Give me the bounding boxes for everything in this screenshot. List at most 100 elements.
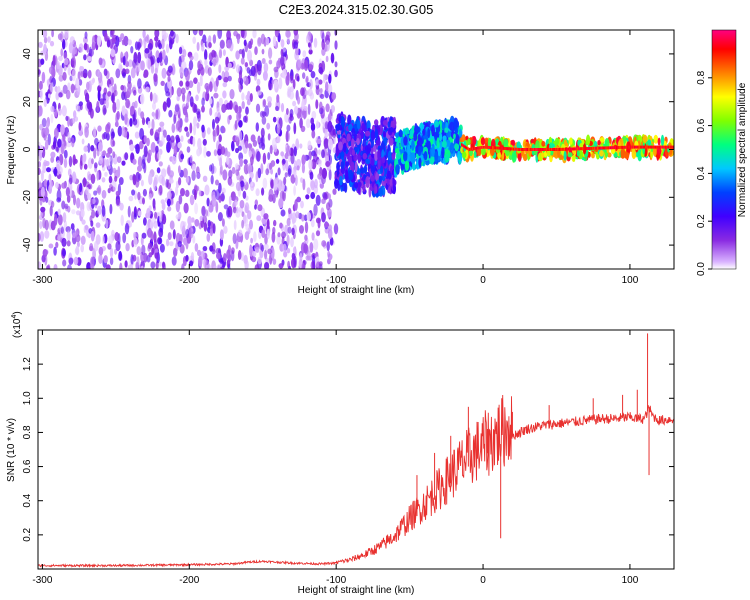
- heatmap-cell: [254, 46, 258, 56]
- heatmap-cell: [201, 205, 206, 217]
- heatmap-cell: [257, 64, 262, 76]
- heatmap-cell: [278, 77, 283, 90]
- heatmap-cell: [310, 260, 315, 269]
- heatmap-cell: [165, 43, 170, 54]
- heatmap-cell: [191, 217, 195, 223]
- heatmap-cell: [38, 232, 41, 242]
- heatmap-cell: [172, 229, 176, 240]
- y-tick-label: 0: [22, 146, 33, 152]
- heatmap-cell: [238, 70, 243, 81]
- heatmap-cell: [427, 127, 431, 139]
- heatmap-cell: [87, 56, 92, 62]
- heatmap-cell: [198, 189, 202, 197]
- heatmap-cell: [142, 197, 145, 205]
- heatmap-ridge-cell: [640, 145, 642, 149]
- heatmap-cell: [189, 155, 193, 164]
- heatmap-cell: [202, 215, 208, 225]
- heatmap-cell: [306, 211, 311, 222]
- heatmap-cell: [152, 92, 157, 104]
- heatmap-cell: [125, 243, 130, 252]
- heatmap-cell: [142, 154, 146, 165]
- heatmap-ridge-cell: [659, 145, 661, 149]
- heatmap-cell: [318, 67, 324, 74]
- heatmap-cell: [120, 84, 125, 91]
- heatmap-cell: [238, 120, 243, 128]
- heatmap-cell: [286, 217, 291, 227]
- heatmap-cell: [110, 30, 115, 36]
- heatmap-cell: [404, 159, 410, 171]
- heatmap-cell: [202, 175, 208, 182]
- heatmap-ridge-cell: [590, 146, 592, 150]
- heatmap-cell: [586, 134, 591, 146]
- heatmap-ridge-cell: [656, 145, 658, 149]
- heatmap-cell: [124, 223, 130, 235]
- heatmap-cell: [253, 231, 257, 243]
- heatmap-cell: [315, 261, 321, 269]
- heatmap-cell: [268, 47, 273, 59]
- heatmap-cell: [121, 105, 126, 116]
- heatmap-cell: [642, 142, 646, 155]
- heatmap-ridge-cell: [526, 148, 528, 151]
- heatmap-cell: [166, 191, 172, 200]
- heatmap-cell: [158, 210, 163, 223]
- heatmap-ridge-cell: [528, 148, 531, 151]
- heatmap-cell: [178, 55, 182, 68]
- heatmap-cell: [50, 151, 56, 158]
- heatmap-cell: [262, 70, 268, 81]
- heatmap-cell: [98, 57, 103, 66]
- heatmap-cell: [392, 179, 397, 186]
- heatmap-cell: [162, 49, 166, 60]
- heatmap-cell: [101, 177, 106, 183]
- heatmap-cell: [233, 219, 237, 231]
- colorbar-tick-label: 0.0: [696, 262, 707, 276]
- heatmap-ridge-cell: [644, 145, 646, 149]
- heatmap-cell: [201, 105, 205, 113]
- heatmap-ridge-cell: [662, 145, 664, 149]
- heatmap-cell: [249, 93, 253, 102]
- heatmap-cell: [360, 167, 365, 174]
- heatmap-cell: [134, 131, 140, 139]
- heatmap-cell: [272, 178, 278, 191]
- heatmap-cell: [304, 221, 309, 234]
- heatmap-cell: [517, 151, 522, 162]
- heatmap-cell: [218, 182, 222, 194]
- heatmap-ridge-cell: [537, 148, 539, 151]
- heatmap-ridge-cell: [663, 145, 665, 149]
- heatmap-cell: [222, 49, 226, 56]
- heatmap-cell: [50, 105, 55, 113]
- heatmap-ridge-cell: [633, 145, 635, 149]
- heatmap-cell: [114, 248, 118, 255]
- heatmap-cell: [374, 150, 378, 162]
- heatmap-cell: [210, 163, 215, 175]
- heatmap-ridge-cell: [611, 146, 613, 150]
- heatmap-cell: [419, 137, 423, 147]
- heatmap-cell: [228, 114, 232, 121]
- heatmap-cell: [121, 91, 126, 101]
- heatmap-cell: [194, 202, 199, 215]
- heatmap-cell: [64, 30, 69, 39]
- heatmap-ridge-cell: [532, 148, 534, 151]
- heatmap-cell: [86, 99, 91, 110]
- heatmap-cell: [101, 235, 105, 245]
- heatmap-cell: [398, 129, 403, 138]
- heatmap-cell: [356, 119, 361, 130]
- heatmap-ridge-cell: [629, 145, 631, 149]
- heatmap-cell: [288, 265, 291, 269]
- heatmap-cell: [265, 168, 270, 176]
- y-tick-label: 40: [22, 48, 33, 60]
- heatmap-ridge-cell: [647, 145, 650, 149]
- heatmap-cell: [321, 149, 325, 159]
- heatmap-cell: [328, 169, 332, 181]
- heatmap-cell: [101, 205, 106, 217]
- heatmap-cell: [216, 107, 221, 119]
- heatmap-ridge-cell: [534, 148, 536, 151]
- heatmap-cell: [103, 255, 108, 264]
- heatmap-cell: [473, 151, 477, 159]
- heatmap-ridge-cell: [651, 145, 653, 149]
- heatmap-cell: [308, 49, 313, 55]
- heatmap-ridge-cell: [536, 148, 538, 151]
- heatmap-ridge-cell: [463, 144, 465, 148]
- heatmap-cell: [395, 164, 400, 174]
- heatmap-cell: [207, 67, 212, 76]
- heatmap-cell: [315, 85, 320, 96]
